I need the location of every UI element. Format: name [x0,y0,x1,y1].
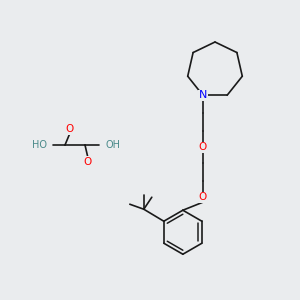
Text: O: O [66,124,74,134]
Text: OH: OH [105,140,120,150]
Text: O: O [199,142,207,152]
Text: HO: HO [32,140,47,150]
Text: O: O [84,157,92,167]
Text: O: O [199,192,207,202]
Text: N: N [199,90,207,100]
